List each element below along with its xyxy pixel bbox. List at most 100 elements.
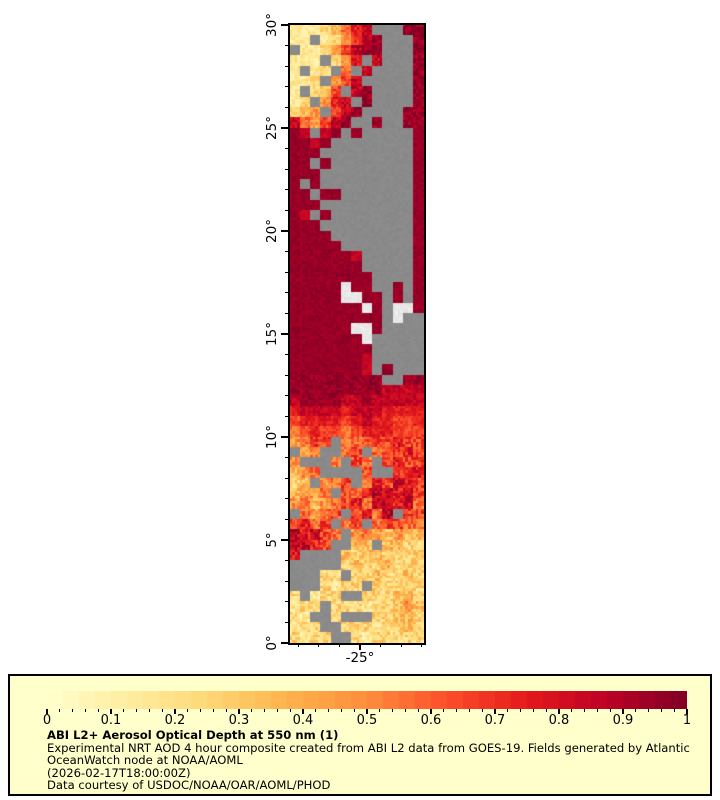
colorbar-major-tick — [238, 709, 240, 714]
y-minor-tick — [284, 65, 288, 67]
y-minor-tick — [284, 601, 288, 603]
y-minor-tick — [284, 147, 288, 150]
legend-box: 0 0.1 0.2 0.3 0.4 0.5 0.6 0.7 0.8 0.9 1 ABI L2+ Ae… — [8, 674, 712, 796]
y-minor-tick — [284, 395, 288, 397]
colorbar-major-tick — [302, 709, 304, 714]
colorbar-tick-label: 0.5 — [356, 713, 378, 728]
colorbar-tick-label: 0.9 — [612, 713, 634, 728]
y-major-tick — [281, 230, 288, 232]
colorbar-minor-tick — [264, 709, 266, 712]
colorbar-tick-label: 0.2 — [164, 713, 186, 728]
colorbar-major-tick — [686, 709, 688, 714]
colorbar-minor-tick — [379, 709, 381, 712]
y-major-tick — [281, 127, 288, 129]
y-major-tick — [281, 333, 288, 335]
colorbar-canvas — [47, 691, 687, 709]
y-minor-tick — [284, 477, 288, 479]
colorbar-minor-tick — [353, 709, 355, 712]
x-minor-tick — [318, 643, 320, 647]
colorbar-minor-tick — [315, 709, 317, 712]
y-minor-tick — [284, 209, 288, 212]
x-tick-label: -25° — [345, 650, 375, 666]
colorbar-minor-tick — [520, 709, 522, 712]
x-minor-tick — [338, 643, 341, 647]
colorbar-tick-label: 0.6 — [420, 713, 442, 728]
colorbar-minor-tick — [276, 709, 278, 712]
caption-description-line1: Experimental NRT AOD 4 hour composite cr… — [47, 740, 690, 755]
colorbar-minor-tick — [507, 709, 509, 712]
colorbar-minor-tick — [123, 709, 125, 712]
colorbar-minor-tick — [340, 709, 342, 712]
y-minor-tick — [284, 189, 288, 191]
y-minor-tick — [284, 292, 288, 294]
y-tick-label: 30° — [264, 13, 280, 37]
colorbar-minor-tick — [648, 709, 650, 712]
x-minor-tick — [297, 643, 299, 647]
colorbar-major-tick — [430, 709, 432, 714]
y-minor-tick — [284, 498, 288, 500]
colorbar-minor-tick — [545, 709, 547, 712]
y-minor-tick — [284, 374, 288, 376]
y-tick-label: 0° — [264, 635, 280, 651]
colorbar-minor-tick — [392, 709, 394, 712]
colorbar-tick-label: 0.3 — [228, 713, 250, 728]
colorbar-major-tick — [622, 709, 624, 714]
colorbar-minor-tick — [571, 709, 573, 712]
y-minor-tick — [284, 353, 288, 356]
colorbar-minor-tick — [72, 709, 74, 712]
colorbar-tick-label: 1 — [682, 713, 692, 728]
colorbar-minor-tick — [609, 709, 611, 712]
colorbar-major-tick — [46, 709, 48, 714]
colorbar-minor-tick — [417, 709, 419, 712]
colorbar-minor-tick — [481, 709, 483, 712]
colorbar-major-tick — [366, 709, 368, 714]
y-major-tick — [281, 642, 288, 644]
colorbar-minor-tick — [148, 709, 150, 712]
y-minor-tick — [284, 44, 288, 47]
colorbar-tick-label: 0.4 — [292, 713, 314, 728]
colorbar-minor-tick — [200, 709, 202, 712]
caption-timestamp: (2026-02-17T18:00:00Z) — [47, 765, 191, 780]
y-minor-tick — [284, 312, 288, 315]
colorbar-minor-tick — [404, 709, 406, 712]
legend-caption: ABI L2+ Aerosol Optical Depth at 550 nm … — [47, 729, 690, 792]
colorbar-minor-tick — [161, 709, 163, 712]
colorbar-tick-label: 0 — [42, 713, 52, 728]
colorbar-major-tick — [558, 709, 560, 714]
y-minor-tick — [284, 168, 288, 170]
colorbar-minor-tick — [59, 709, 61, 712]
x-minor-tick — [379, 643, 382, 647]
colorbar-major-tick — [494, 709, 496, 714]
caption-description-line2: OceanWatch node at NOAA/AOML — [47, 753, 243, 768]
y-minor-tick — [284, 580, 288, 582]
colorbar-minor-tick — [289, 709, 291, 712]
x-major-tick — [359, 643, 361, 650]
colorbar-minor-tick — [187, 709, 189, 712]
colorbar-minor-tick — [673, 709, 675, 712]
y-minor-tick — [284, 559, 288, 562]
map-plot-frame — [288, 23, 426, 645]
colorbar-minor-tick — [212, 709, 214, 712]
y-minor-tick — [284, 456, 288, 459]
colorbar-minor-tick — [328, 709, 330, 712]
y-tick-label: 25° — [264, 116, 280, 140]
colorbar-minor-tick — [468, 709, 470, 712]
y-major-tick — [281, 436, 288, 438]
y-tick-label: 15° — [264, 322, 280, 346]
caption-title: ABI L2+ Aerosol Optical Depth at 550 nm … — [47, 728, 339, 742]
colorbar-tick-label: 0.8 — [548, 713, 570, 728]
y-tick-label: 5° — [264, 532, 280, 548]
colorbar-major-tick — [174, 709, 176, 714]
colorbar-minor-tick — [532, 709, 534, 712]
y-minor-tick — [284, 415, 288, 418]
colorbar-minor-tick — [251, 709, 253, 712]
y-tick-label: 20° — [264, 219, 280, 243]
y-tick-label: 10° — [264, 425, 280, 449]
y-minor-tick — [284, 250, 288, 253]
y-minor-tick — [284, 86, 288, 88]
colorbar-minor-tick — [97, 709, 99, 712]
colorbar-minor-tick — [596, 709, 598, 712]
colorbar-minor-tick — [635, 709, 637, 712]
colorbar-minor-tick — [136, 709, 138, 712]
